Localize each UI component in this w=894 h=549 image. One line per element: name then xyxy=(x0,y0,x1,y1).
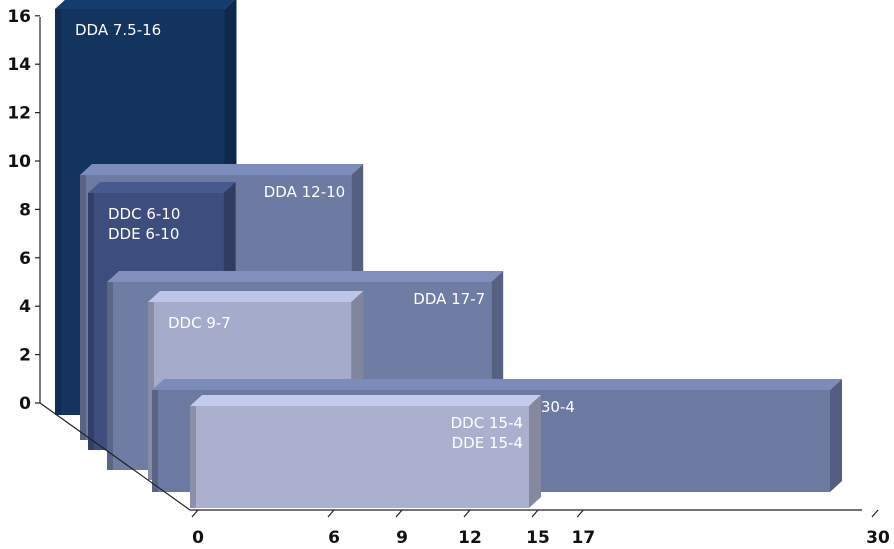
y-tick-label: 8 xyxy=(19,200,31,220)
y-tick-label: 12 xyxy=(7,104,31,124)
x-tick-label: 6 xyxy=(328,528,340,548)
bar-front-face xyxy=(190,406,529,508)
bar-left-edge xyxy=(107,282,113,470)
y-tick-label: 0 xyxy=(19,394,31,414)
x-tick-mark xyxy=(531,509,539,518)
bar-block: DDC 15-4 DDE 15-4 xyxy=(190,395,541,508)
y-tick-label: 16 xyxy=(7,7,31,27)
x-tick-label: 9 xyxy=(396,528,408,548)
y-tick-label: 4 xyxy=(19,297,31,317)
bar-left-edge xyxy=(80,175,86,440)
ticks-layer: 0 2 4 6 8 10 12 14 16 0 6 9 12 15 17 30 xyxy=(7,7,890,548)
bar-label: DDE 6-10 xyxy=(108,225,179,243)
bar-label: DDA 7.5-16 xyxy=(75,21,161,39)
bar-top-face xyxy=(88,182,236,193)
y-tick-label: 2 xyxy=(19,346,31,366)
bar-top-face xyxy=(80,164,364,175)
x-tick-mark xyxy=(395,509,403,518)
x-tick-label: 0 xyxy=(192,528,204,548)
depth-axis-line xyxy=(39,402,191,511)
bar-side-face xyxy=(830,379,842,492)
bar-left-edge xyxy=(190,406,196,508)
axes-layer xyxy=(39,17,862,511)
x-tick-mark xyxy=(191,509,199,518)
bar-left-edge xyxy=(148,302,154,480)
bar-label: DDC 6-10 xyxy=(108,205,180,223)
bar-top-face xyxy=(55,0,235,9)
blocks-layer: DDA 7.5-16 DDA 12-10 DDC 6-10 DDE 6-10 DDA 1… xyxy=(55,0,842,508)
bar-top-face xyxy=(107,271,504,282)
y-tick-label: 10 xyxy=(7,152,31,172)
bar-top-face xyxy=(148,291,364,302)
bar-label: DDC 9-7 xyxy=(168,314,231,332)
x-tick-mark xyxy=(463,509,471,518)
bar-left-edge xyxy=(55,9,61,415)
x-tick-label: 12 xyxy=(458,528,482,548)
y-tick-label: 14 xyxy=(7,55,31,75)
bar-top-face xyxy=(190,395,541,406)
bar-label: DDC 15-4 xyxy=(451,414,523,432)
x-tick-mark xyxy=(576,509,584,518)
bar-label: DDA 12-10 xyxy=(264,183,345,201)
x-tick-mark xyxy=(871,509,879,518)
x-tick-label: 30 xyxy=(866,528,890,548)
bar-left-edge xyxy=(152,390,158,492)
bar-top-face xyxy=(152,379,842,390)
bar-side-face xyxy=(529,395,541,508)
bar-label: DDA 17-7 xyxy=(413,290,485,308)
bar-label: DDE 15-4 xyxy=(452,434,523,452)
y-tick-label: 6 xyxy=(19,249,31,269)
x-tick-label: 15 xyxy=(526,528,550,548)
x-tick-mark xyxy=(327,509,335,518)
x-tick-label: 17 xyxy=(571,528,595,548)
bar-left-edge xyxy=(88,193,94,450)
